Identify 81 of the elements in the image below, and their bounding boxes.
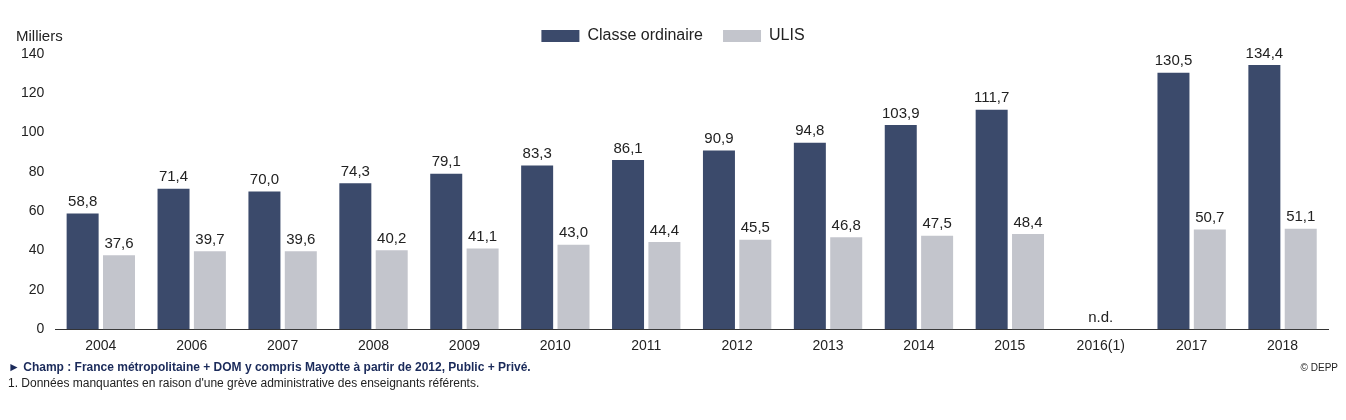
- data-label: 58,8: [68, 192, 98, 210]
- text: ► Champ : France métropolitaine + DOM y compris Mayotte à partir de 2012, Public + Privé.: [8, 360, 531, 374]
- bar: [648, 241, 681, 330]
- data-label: 134,4: [1245, 43, 1284, 61]
- x-tick-label: 2004: [85, 337, 117, 354]
- y-tick-label: 60: [28, 202, 45, 219]
- x-tick-label: 2012: [721, 337, 753, 354]
- text: © DEPP: [1300, 362, 1338, 373]
- x-tick-label: 2018: [1266, 337, 1299, 354]
- data-label: 83,3: [522, 144, 552, 162]
- bar: [702, 150, 735, 330]
- data-label: 50,7: [1195, 208, 1225, 226]
- y-tick-label: 40: [28, 241, 45, 258]
- data-label: 94,8: [795, 121, 825, 139]
- bar: [102, 255, 135, 330]
- bar: [612, 159, 645, 330]
- bar: [1193, 229, 1226, 330]
- data-label: 39,7: [195, 229, 225, 247]
- x-tick-label: 2017: [1176, 337, 1208, 354]
- bar: [884, 124, 917, 330]
- data-label: 90,9: [704, 129, 734, 147]
- text: 1. Données manquantes en raison d'une grève administrative des enseignants référents.: [8, 376, 481, 390]
- data-label: 103,9: [881, 103, 920, 121]
- data-label: 45,5: [740, 218, 770, 236]
- y-tick-label: 20: [28, 280, 45, 297]
- y-tick-label: 100: [21, 123, 45, 140]
- bar: [466, 248, 499, 330]
- bar: [430, 173, 463, 330]
- x-tick-label: 2013: [812, 337, 844, 354]
- y-tick-label: 140: [21, 44, 45, 61]
- data-label: 47,5: [922, 214, 952, 232]
- bar: [248, 191, 281, 330]
- bar: [339, 183, 372, 330]
- data-label: 46,8: [831, 215, 861, 233]
- data-label: 70,0: [249, 170, 280, 188]
- legend-label: Classe ordinaire: [587, 26, 704, 44]
- legend-label: ULIS: [769, 26, 805, 44]
- data-label: 43,0: [558, 223, 589, 241]
- data-label: 86,1: [613, 138, 643, 156]
- bar: [557, 244, 590, 330]
- bar: [521, 165, 554, 330]
- y-tick-label: 0: [36, 320, 45, 337]
- x-tick-label: 2010: [539, 337, 572, 354]
- bar: [1012, 234, 1045, 330]
- data-label: 111,7: [974, 88, 1010, 106]
- data-label: 74,3: [340, 161, 370, 179]
- data-label: 130,5: [1154, 51, 1193, 69]
- x-tick-label: 2008: [357, 337, 390, 354]
- bar: [1157, 72, 1190, 330]
- annotation: n.d.: [1088, 307, 1114, 325]
- data-label: 41,1: [468, 227, 498, 245]
- bar: [1248, 65, 1281, 330]
- bar: [793, 142, 826, 330]
- data-label: 44,4: [649, 220, 680, 238]
- bar: [739, 239, 772, 330]
- bar: [830, 237, 863, 330]
- y-tick-label: 80: [28, 162, 45, 179]
- bar: [284, 251, 317, 330]
- y-tick-label: 120: [21, 84, 45, 101]
- bar: [157, 188, 190, 330]
- data-label: 39,6: [286, 230, 316, 247]
- bar: [193, 251, 226, 330]
- data-label: 71,4: [158, 167, 189, 185]
- x-tick-label: 2011: [631, 337, 662, 354]
- x-tick-label: 2006: [176, 337, 208, 354]
- x-tick-label: 2009: [448, 337, 481, 354]
- y-axis-title: Milliers: [16, 26, 63, 44]
- bar: [975, 109, 1008, 330]
- data-label: 48,4: [1013, 212, 1043, 230]
- bar: [66, 213, 99, 330]
- x-tick-label: 2014: [903, 337, 935, 354]
- data-label: 79,1: [431, 152, 461, 170]
- data-label: 51,1: [1286, 207, 1316, 225]
- x-tick-label: 2007: [267, 337, 299, 354]
- x-tick-label: 2016(1): [1076, 337, 1125, 354]
- bar: [375, 250, 408, 330]
- data-label: 40,2: [377, 228, 407, 246]
- bar: [921, 235, 954, 330]
- bar: [1284, 228, 1317, 330]
- data-label: 37,6: [104, 233, 134, 251]
- x-tick-label: 2015: [994, 337, 1026, 354]
